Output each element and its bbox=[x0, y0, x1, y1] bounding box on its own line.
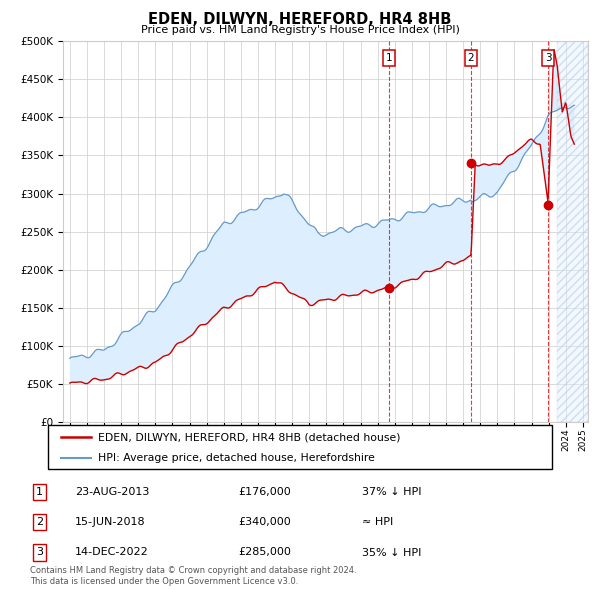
Text: 3: 3 bbox=[36, 548, 43, 558]
Text: 2: 2 bbox=[468, 53, 475, 63]
Text: 1: 1 bbox=[36, 487, 43, 497]
Text: 35% ↓ HPI: 35% ↓ HPI bbox=[362, 548, 422, 558]
Text: £340,000: £340,000 bbox=[238, 517, 291, 527]
Text: 14-DEC-2022: 14-DEC-2022 bbox=[75, 548, 149, 558]
Text: £285,000: £285,000 bbox=[238, 548, 291, 558]
Text: This data is licensed under the Open Government Licence v3.0.: This data is licensed under the Open Gov… bbox=[30, 577, 298, 586]
Text: 2: 2 bbox=[36, 517, 43, 527]
Text: 3: 3 bbox=[545, 53, 551, 63]
Text: 1: 1 bbox=[385, 53, 392, 63]
Text: ≈ HPI: ≈ HPI bbox=[362, 517, 394, 527]
Text: EDEN, DILWYN, HEREFORD, HR4 8HB: EDEN, DILWYN, HEREFORD, HR4 8HB bbox=[148, 12, 452, 27]
FancyBboxPatch shape bbox=[48, 425, 552, 469]
Text: 37% ↓ HPI: 37% ↓ HPI bbox=[362, 487, 422, 497]
Text: 15-JUN-2018: 15-JUN-2018 bbox=[75, 517, 145, 527]
Text: £176,000: £176,000 bbox=[238, 487, 291, 497]
Text: HPI: Average price, detached house, Herefordshire: HPI: Average price, detached house, Here… bbox=[98, 453, 375, 463]
Text: 23-AUG-2013: 23-AUG-2013 bbox=[75, 487, 149, 497]
Text: Contains HM Land Registry data © Crown copyright and database right 2024.: Contains HM Land Registry data © Crown c… bbox=[30, 566, 356, 575]
Text: Price paid vs. HM Land Registry's House Price Index (HPI): Price paid vs. HM Land Registry's House … bbox=[140, 25, 460, 35]
Text: EDEN, DILWYN, HEREFORD, HR4 8HB (detached house): EDEN, DILWYN, HEREFORD, HR4 8HB (detache… bbox=[98, 432, 401, 442]
